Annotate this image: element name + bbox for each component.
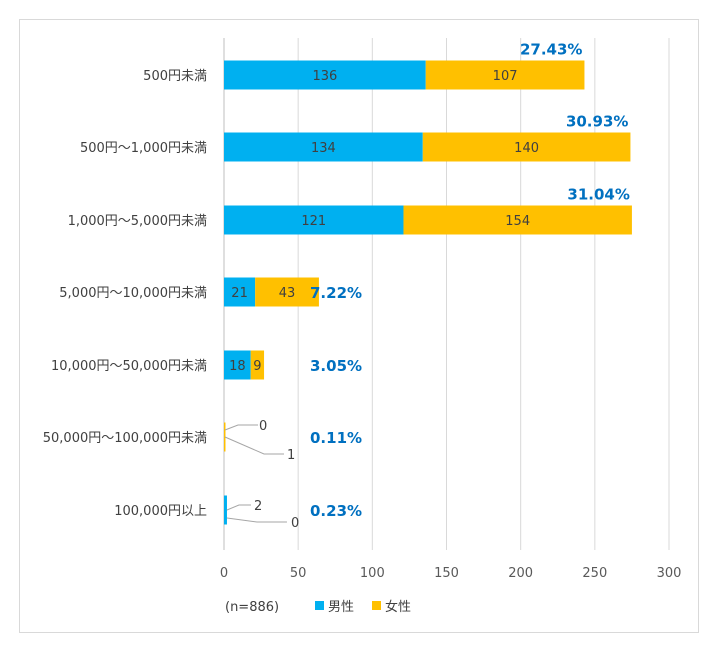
value-label-male-1: 134 [311,141,336,156]
value-label-male-3: 21 [231,286,248,301]
bar-female-3 [255,277,319,307]
x-tick-label-4: 200 [508,566,533,581]
category-label-4: 10,000円〜50,000円未満 [51,359,207,374]
percent-label-5: 0.11% [310,429,362,447]
bar-female-1 [422,132,631,162]
percent-label-4: 3.05% [310,357,362,375]
value-label-female-4: 9 [253,359,261,374]
value-label-male-2: 121 [301,214,326,229]
category-label-0: 500円未満 [143,69,207,84]
value-label-male-4: 18 [229,359,246,374]
bar-male-6 [224,495,227,525]
bar-male-2 [224,205,404,235]
percent-label-2: 31.04% [567,186,629,204]
chart-frame [19,19,699,633]
legend-label-female: 女性 [385,599,411,615]
percent-label-3: 7.22% [310,284,362,302]
legend-label-male: 男性 [328,600,354,615]
value-label-male-5: 0 [259,419,267,434]
value-label-female-2: 154 [505,214,530,229]
leader-female-5 [224,436,284,455]
value-label-male-0: 136 [312,69,337,84]
leader-female-6 [226,517,287,523]
value-label-female-1: 140 [514,141,539,156]
category-label-2: 1,000円〜5,000円未満 [68,214,207,229]
bar-female-0 [425,60,585,90]
x-tick-label-0: 0 [220,566,228,581]
value-label-female-3: 43 [279,286,296,301]
x-tick-label-6: 300 [657,566,682,581]
category-label-6: 100,000円以上 [114,504,207,519]
leader-male-5 [224,424,258,431]
category-label-3: 5,000円〜10,000円未満 [59,286,207,301]
legend-swatch-male [315,601,324,610]
sample-size-note: (n=886) [225,600,279,615]
percent-label-6: 0.23% [310,502,362,520]
value-label-female-5: 1 [287,448,295,463]
percent-label-1: 30.93% [566,113,628,131]
leader-male-6 [226,504,251,511]
x-tick-label-5: 250 [582,566,607,581]
bar-female-5 [224,422,226,452]
x-tick-label-2: 100 [360,566,385,581]
bar-male-0 [224,60,426,90]
value-label-male-6: 2 [254,499,262,514]
bar-female-2 [403,205,632,235]
value-label-female-6: 0 [291,516,299,531]
bar-male-4 [224,350,251,380]
x-tick-label-1: 50 [290,566,307,581]
category-label-1: 500円〜1,000円未満 [80,141,207,156]
value-label-female-0: 107 [493,69,518,84]
category-label-5: 50,000円〜100,000円未満 [43,431,207,446]
bar-male-3 [224,277,256,307]
x-tick-label-3: 150 [434,566,459,581]
legend-swatch-female [372,601,381,610]
bar-female-4 [250,350,265,380]
bar-male-1 [224,132,423,162]
percent-label-0: 27.43% [520,41,582,59]
